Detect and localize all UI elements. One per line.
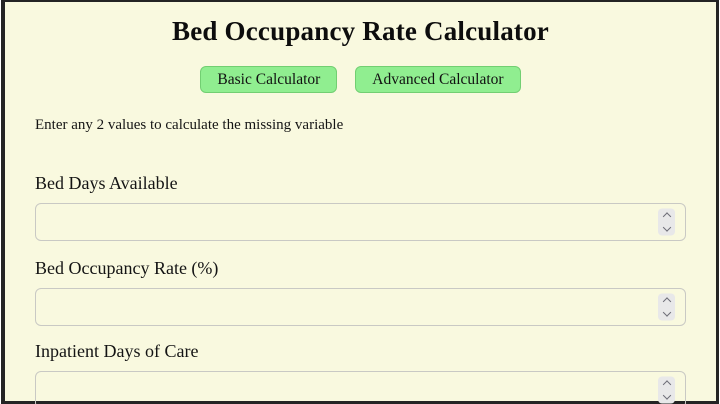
bed-occupancy-rate-input[interactable] — [35, 288, 686, 326]
inpatient-days-of-care-stepper[interactable] — [658, 376, 675, 404]
field-group-bed-days-available: Bed Days Available — [35, 173, 686, 241]
inpatient-days-of-care-input-wrap — [35, 371, 686, 404]
stepper-down-icon[interactable] — [662, 223, 671, 232]
page-title: Bed Occupancy Rate Calculator — [171, 16, 549, 46]
bed-days-available-input[interactable] — [35, 203, 686, 241]
calculator-mode-buttons: Basic Calculator Advanced Calculator — [5, 66, 716, 93]
stepper-up-icon[interactable] — [662, 212, 671, 221]
bed-occupancy-rate-input-wrap — [35, 288, 686, 326]
field-group-bed-occupancy-rate: Bed Occupancy Rate (%) — [35, 258, 686, 326]
inpatient-days-of-care-input[interactable] — [35, 371, 686, 404]
field-group-inpatient-days-of-care: Inpatient Days of Care — [35, 341, 686, 404]
inpatient-days-of-care-label: Inpatient Days of Care — [35, 341, 199, 361]
stepper-up-icon[interactable] — [662, 380, 671, 389]
stepper-down-icon[interactable] — [662, 308, 671, 317]
bed-days-available-label: Bed Days Available — [35, 173, 178, 193]
advanced-calculator-button[interactable]: Advanced Calculator — [355, 66, 521, 93]
bed-days-available-stepper[interactable] — [658, 208, 675, 236]
calculator-form: Enter any 2 values to calculate the miss… — [5, 117, 716, 404]
bed-occupancy-rate-stepper[interactable] — [658, 293, 675, 321]
bed-occupancy-rate-label: Bed Occupancy Rate (%) — [35, 258, 219, 278]
stepper-up-icon[interactable] — [662, 297, 671, 306]
bed-days-available-input-wrap — [35, 203, 686, 241]
basic-calculator-button[interactable]: Basic Calculator — [200, 66, 338, 93]
instruction-text: Enter any 2 values to calculate the miss… — [35, 117, 344, 133]
stepper-down-icon[interactable] — [662, 391, 671, 400]
